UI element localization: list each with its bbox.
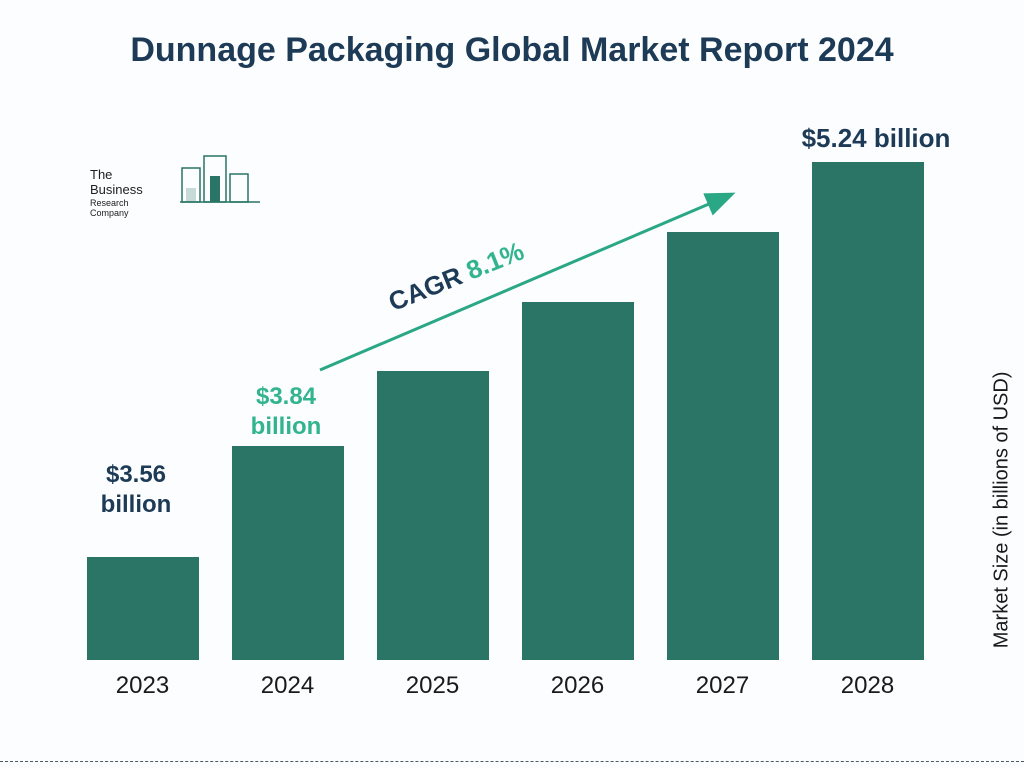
value-label-2028: $5.24 billion [776,122,976,155]
bar [232,446,344,660]
value-label-2024: $3.84 billion [226,382,346,442]
footer-divider [0,761,1024,762]
bar [377,371,489,660]
value-2024-text: $3.84 billion [251,383,322,440]
x-axis-label: 2025 [360,664,505,700]
bar-wrap [70,557,215,660]
bar-wrap [360,371,505,660]
bar-wrap [795,162,940,660]
bar-chart: 202320242025202620272028 [70,140,940,700]
value-2028-text: $5.24 billion [802,123,951,153]
bar [667,232,779,660]
bar-wrap [505,302,650,660]
y-axis-label-text: Market Size (in billions of USD) [991,372,1013,649]
x-axis-label: 2028 [795,664,940,700]
x-axis-labels: 202320242025202620272028 [70,664,940,700]
chart-title: Dunnage Packaging Global Market Report 2… [0,28,1024,72]
y-axis-label: Market Size (in billions of USD) [991,372,1014,649]
value-2023-text: $3.56 billion [101,461,172,518]
x-axis-label: 2026 [505,664,650,700]
bar [812,162,924,660]
chart-title-text: Dunnage Packaging Global Market Report 2… [130,31,893,69]
bar [522,302,634,660]
value-label-2023: $3.56 billion [76,460,196,520]
bar [87,557,199,660]
bar-wrap [650,232,795,660]
bar-wrap [215,446,360,660]
x-axis-label: 2024 [215,664,360,700]
x-axis-label: 2027 [650,664,795,700]
x-axis-label: 2023 [70,664,215,700]
bars-container [70,140,940,660]
